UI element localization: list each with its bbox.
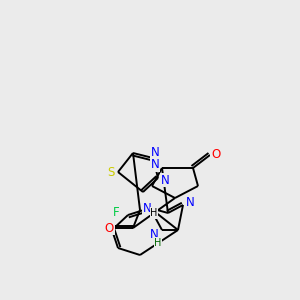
Text: H: H — [150, 208, 158, 218]
Text: F: F — [113, 206, 119, 220]
Text: H: H — [154, 238, 162, 248]
Text: S: S — [107, 166, 115, 178]
Text: N: N — [150, 229, 158, 242]
Text: N: N — [151, 146, 159, 160]
Text: O: O — [104, 221, 114, 235]
Text: O: O — [212, 148, 220, 161]
Text: N: N — [160, 173, 169, 187]
Text: N: N — [186, 196, 194, 208]
Text: N: N — [151, 158, 159, 172]
Text: N: N — [142, 202, 152, 214]
